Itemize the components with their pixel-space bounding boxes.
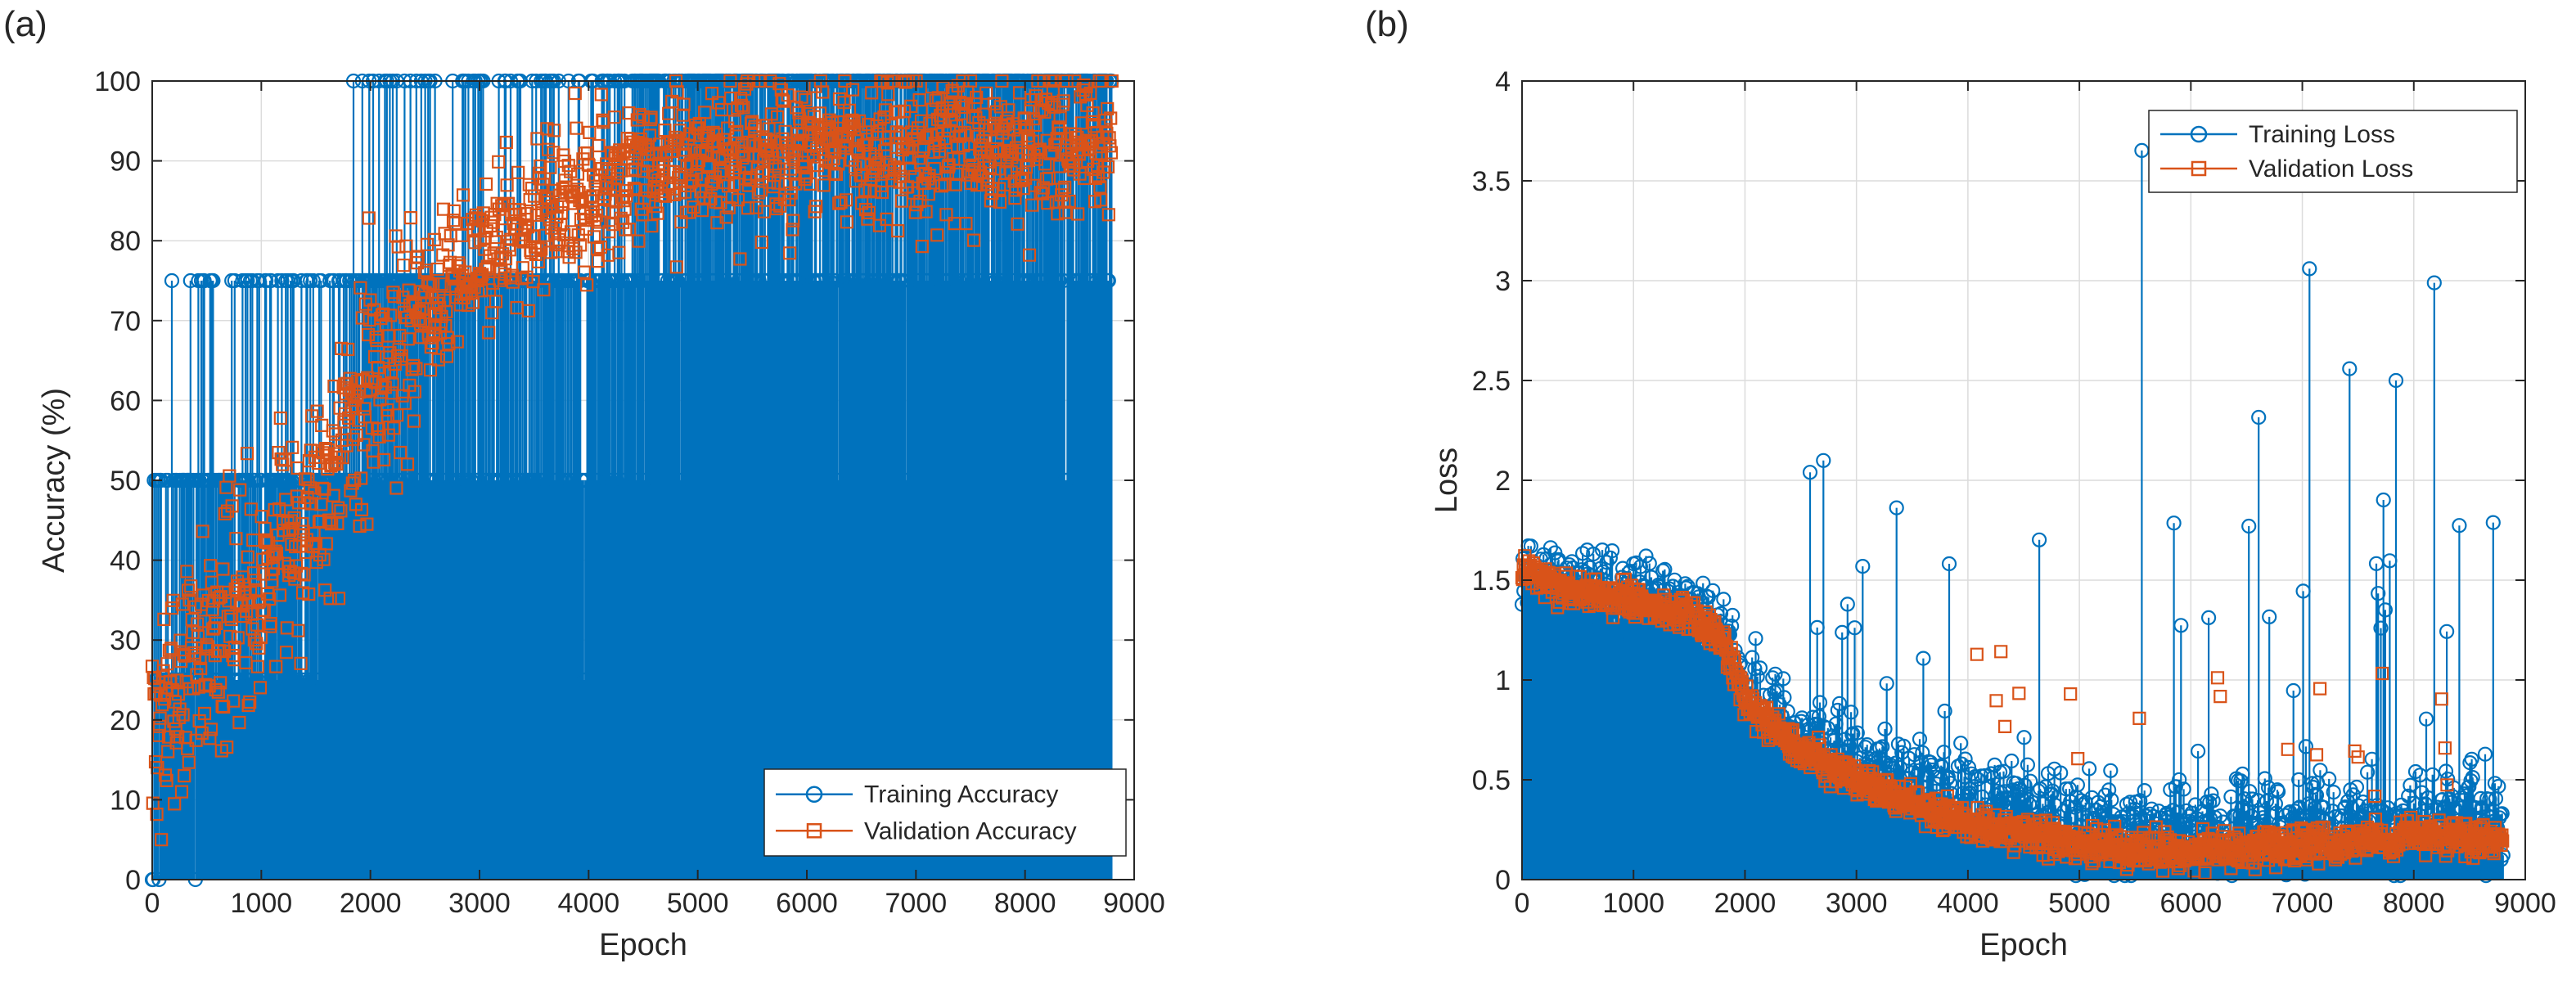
panel-label-b: (b) (1365, 4, 1409, 44)
legend-training-loss: Training Loss (2249, 121, 2395, 148)
accuracy-chart: (a) 0 1000 2000 3000 4000 5000 6000 7000 8000 900… (3, 4, 1165, 962)
x-tick-label: 8000 (2383, 888, 2445, 919)
legend-training-marker (2190, 125, 2208, 143)
x-tick-label: 7000 (885, 888, 948, 919)
loss-data (1514, 142, 2511, 884)
x-tick-label: 7000 (2272, 888, 2334, 919)
x-tick-label: 5000 (667, 888, 729, 919)
x-tick-label: 3000 (448, 888, 511, 919)
series-markers (145, 74, 1119, 847)
y-tick-label: 2.5 (1472, 366, 1511, 397)
x-tick-label: 6000 (2160, 888, 2222, 919)
series-markers (1515, 549, 2510, 880)
x-tick-label: 5000 (2048, 888, 2110, 919)
y-tick-label: 30 (110, 625, 141, 656)
legend-validation-marker (806, 823, 822, 839)
accuracy-ticks: 0 1000 2000 3000 4000 5000 6000 7000 8000 9000 0 10… (94, 66, 1165, 919)
x-tick-label: 1000 (231, 888, 293, 919)
x-tick-label: 1000 (1602, 888, 1664, 919)
x-tick-label: 0 (1515, 888, 1530, 919)
y-tick-label: 70 (110, 306, 141, 337)
accuracy-legend: Training Accuracy Validation Accuracy (763, 768, 1127, 857)
y-tick-label: 3.5 (1472, 166, 1511, 197)
y-tick-label: 0.5 (1472, 765, 1511, 796)
series-stems (1520, 150, 2504, 880)
y-tick-label: 4 (1495, 66, 1511, 97)
accuracy-data (144, 73, 1119, 888)
loss-x-axis-label: Epoch (1979, 928, 2068, 962)
x-tick-label: 9000 (1103, 888, 1165, 919)
loss-legend-box (2148, 110, 2518, 193)
x-tick-label: 2000 (340, 888, 402, 919)
loss-chart: (b) 0 1000 2000 3000 4000 5000 6000 7000 8000 900… (1365, 4, 2556, 962)
legend-training-marker (805, 786, 823, 803)
legend-validation-accuracy: Validation Accuracy (864, 817, 1077, 844)
x-tick-label: 2000 (1714, 888, 1777, 919)
x-tick-label: 6000 (776, 888, 838, 919)
accuracy-y-axis-label: Accuracy (%) (37, 388, 71, 573)
y-tick-label: 20 (110, 705, 141, 736)
y-tick-label: 60 (110, 385, 141, 416)
y-tick-label: 90 (110, 146, 141, 178)
x-tick-label: 9000 (2494, 888, 2556, 919)
y-tick-label: 80 (110, 226, 141, 257)
x-tick-label: 8000 (994, 888, 1056, 919)
y-tick-label: 40 (110, 546, 141, 577)
y-tick-label: 1 (1495, 665, 1511, 696)
x-tick-label: 3000 (1826, 888, 1888, 919)
panel-label-a: (a) (3, 4, 47, 44)
y-tick-label: 50 (110, 466, 141, 497)
y-tick-label: 0 (125, 865, 141, 896)
y-tick-label: 2 (1495, 466, 1511, 497)
y-tick-label: 0 (1495, 865, 1511, 896)
accuracy-x-axis-label: Epoch (599, 928, 687, 962)
legend-validation-loss: Validation Loss (2249, 155, 2413, 182)
legend-training-accuracy: Training Accuracy (864, 781, 1058, 808)
x-tick-label: 4000 (1937, 888, 1999, 919)
y-tick-label: 10 (110, 785, 141, 816)
loss-ticks: 0 1000 2000 3000 4000 5000 6000 7000 8000 9000 0 0.… (1472, 66, 2556, 919)
x-tick-label: 4000 (558, 888, 620, 919)
loss-y-axis-label: Loss (1430, 448, 1464, 513)
y-tick-label: 1.5 (1472, 565, 1511, 597)
y-tick-label: 100 (94, 66, 141, 97)
loss-legend: Training Loss Validation Loss (2148, 110, 2518, 193)
x-tick-label: 0 (145, 888, 160, 919)
legend-validation-marker (2191, 160, 2207, 177)
accuracy-legend-box (763, 768, 1127, 857)
y-tick-label: 3 (1495, 266, 1511, 297)
